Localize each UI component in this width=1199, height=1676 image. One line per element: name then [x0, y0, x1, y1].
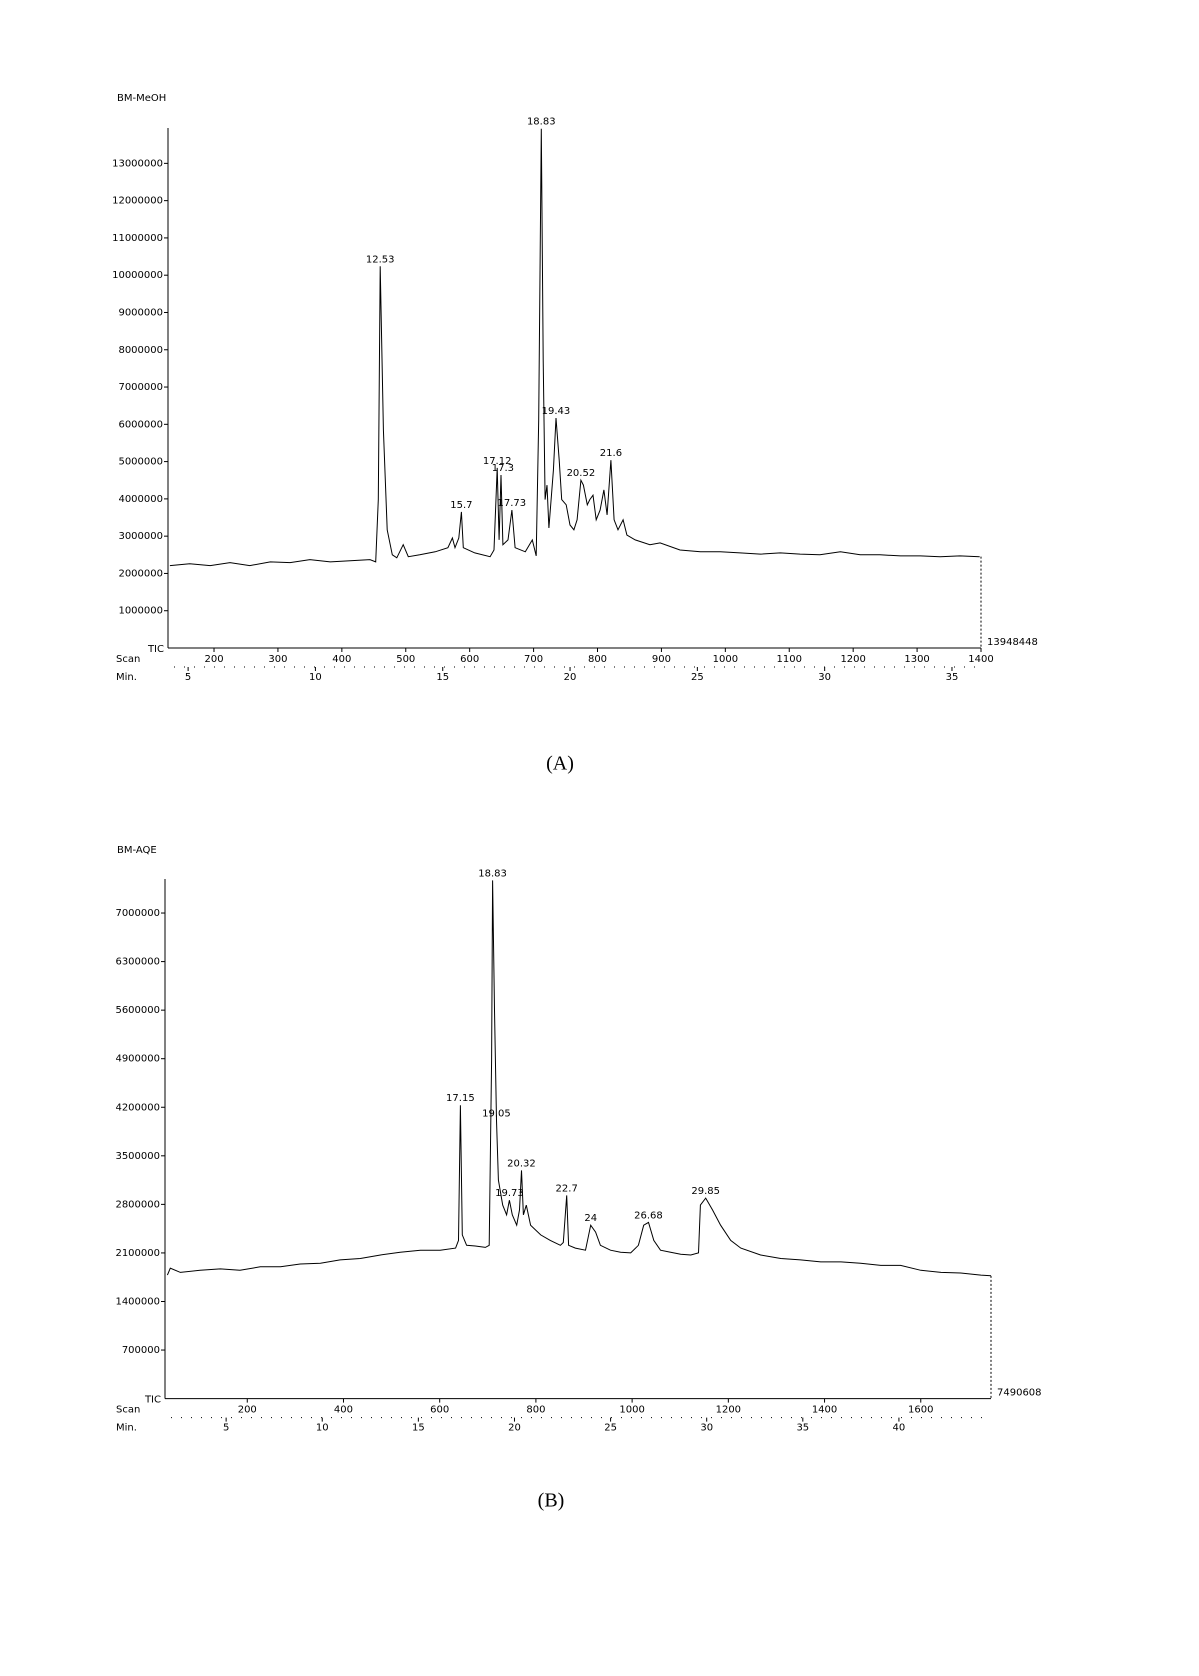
peak-label: 19.73 — [495, 1188, 524, 1199]
x-tick-label: 300 — [268, 654, 287, 665]
peak-label: 24 — [584, 1213, 597, 1224]
x-tick-label: 700 — [524, 654, 543, 665]
x2-axis-label: Min. — [116, 1423, 137, 1434]
peak-label: 12.53 — [366, 254, 395, 265]
x-tick-label: 400 — [332, 654, 351, 665]
caption: (A) — [546, 753, 574, 775]
peak-label: 22.7 — [556, 1183, 578, 1194]
y-tick-label: 2800000 — [115, 1199, 160, 1210]
x2-tick-label: 5 — [223, 1423, 229, 1434]
y-tick-label: 11000000 — [112, 233, 163, 244]
y-tick-label: 3500000 — [115, 1151, 160, 1162]
y-max-label: 13948448 — [987, 637, 1038, 648]
x-tick-label: 1200 — [716, 1405, 741, 1416]
trace — [166, 880, 992, 1277]
x2-tick-label: 5 — [185, 672, 191, 683]
peak-label: 17.73 — [498, 498, 527, 509]
peak-label: 29.85 — [691, 1186, 720, 1197]
caption: (B) — [538, 1490, 565, 1512]
y-tick-label: 8000000 — [118, 345, 163, 356]
y-axis-label: TIC — [147, 644, 164, 655]
x-tick-label: 1200 — [840, 654, 865, 665]
y-max-label: 7490608 — [997, 1388, 1042, 1399]
y-tick-label: 1000000 — [118, 606, 163, 617]
x2-tick-label: 35 — [946, 672, 959, 683]
peak-label: 21.6 — [600, 448, 622, 459]
y-tick-label: 7000000 — [118, 382, 163, 393]
peak-label: 20.52 — [567, 468, 596, 479]
x-tick-label: 800 — [526, 1405, 545, 1416]
x-tick-label: 1000 — [713, 654, 738, 665]
x-tick-label: 600 — [430, 1405, 449, 1416]
peak-label: 15.7 — [450, 500, 472, 511]
x2-tick-label: 35 — [796, 1423, 809, 1434]
y-tick-label: 2000000 — [118, 568, 163, 579]
y-axis-label: TIC — [144, 1395, 161, 1406]
x2-tick-label: 30 — [700, 1423, 713, 1434]
peak-label: 20.32 — [507, 1158, 536, 1169]
y-tick-label: 13000000 — [112, 158, 163, 169]
x-tick-label: 800 — [588, 654, 607, 665]
x2-tick-label: 25 — [691, 672, 704, 683]
y-tick-label: 2100000 — [115, 1248, 160, 1259]
peak-label: 19.43 — [542, 406, 571, 417]
y-tick-label: 4900000 — [115, 1054, 160, 1065]
x-tick-label: 900 — [652, 654, 671, 665]
x2-tick-label: 30 — [818, 672, 831, 683]
peak-label: 17.12 — [483, 456, 512, 467]
x2-tick-label: 25 — [604, 1423, 617, 1434]
x-tick-label: 1300 — [904, 654, 929, 665]
y-tick-label: 7000000 — [115, 908, 160, 919]
x2-tick-label: 40 — [893, 1423, 906, 1434]
chart-title: BM-AQE — [117, 845, 157, 856]
trace — [169, 128, 980, 567]
x-tick-label: 200 — [204, 654, 223, 665]
y-tick-label: 10000000 — [112, 270, 163, 281]
y-tick-label: 9000000 — [118, 307, 163, 318]
peak-label: 26.68 — [634, 1210, 663, 1221]
y-tick-label: 4000000 — [118, 494, 163, 505]
x2-tick-label: 10 — [316, 1423, 329, 1434]
x2-tick-label: 15 — [436, 672, 449, 683]
x2-tick-label: 20 — [508, 1423, 521, 1434]
y-tick-label: 1400000 — [115, 1296, 160, 1307]
x2-tick-label: 10 — [309, 672, 322, 683]
peak-label: 17.3 — [492, 463, 514, 474]
x-tick-label: 1000 — [619, 1405, 644, 1416]
x2-tick-label: 20 — [564, 672, 577, 683]
x-tick-label: 600 — [460, 654, 479, 665]
y-tick-label: 5600000 — [115, 1005, 160, 1016]
x-tick-label: 400 — [334, 1405, 353, 1416]
y-tick-label: 5000000 — [118, 457, 163, 468]
y-tick-label: 6300000 — [115, 957, 160, 968]
peak-label: 18.83 — [527, 117, 556, 128]
x2-axis-label: Min. — [116, 672, 137, 683]
x-axis-label: Scan — [116, 1405, 140, 1416]
y-tick-label: 4200000 — [115, 1102, 160, 1113]
x-tick-label: 1400 — [968, 654, 993, 665]
x-tick-label: 1100 — [777, 654, 802, 665]
peak-label: 18.83 — [478, 868, 507, 879]
x-axis-label: Scan — [116, 654, 140, 665]
peak-label: 19.05 — [482, 1108, 511, 1119]
x2-tick-label: 15 — [412, 1423, 425, 1434]
y-tick-label: 3000000 — [118, 531, 163, 542]
y-tick-label: 12000000 — [112, 196, 163, 207]
y-tick-label: 6000000 — [118, 419, 163, 430]
x-tick-label: 1600 — [908, 1405, 933, 1416]
chart-title: BM-MeOH — [117, 93, 166, 104]
peak-label: 17.15 — [446, 1093, 475, 1104]
x-tick-label: 500 — [396, 654, 415, 665]
x-tick-label: 200 — [238, 1405, 257, 1416]
x-tick-label: 1400 — [812, 1405, 837, 1416]
y-tick-label: 700000 — [122, 1345, 160, 1356]
